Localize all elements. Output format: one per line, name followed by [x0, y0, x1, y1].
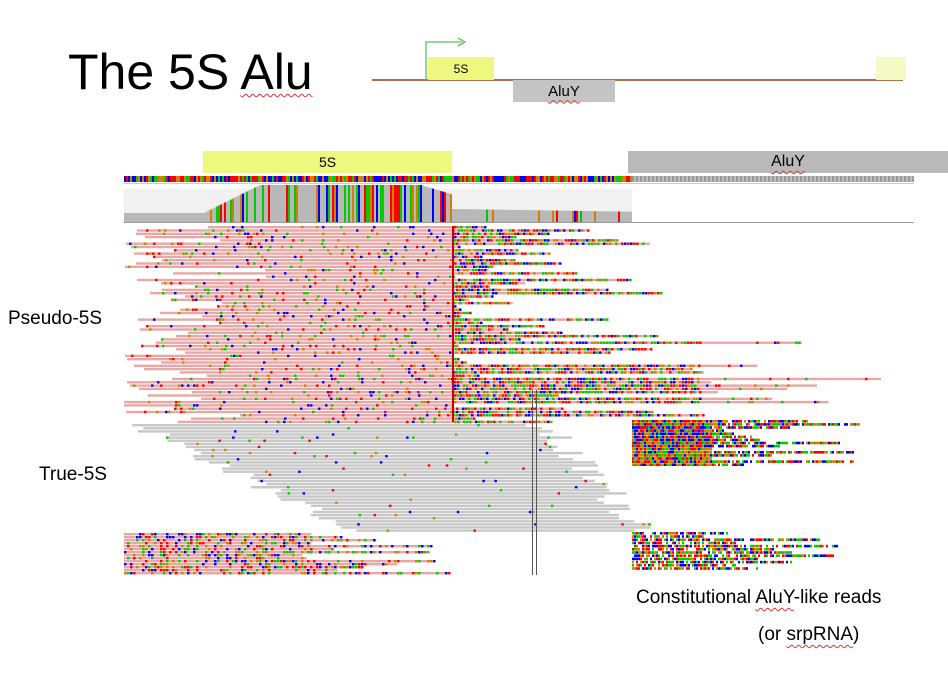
- track-aluy-label: AluY: [771, 153, 805, 170]
- schematic-aluy-label: AluY: [548, 82, 580, 100]
- track-5s-label: 5S: [318, 154, 337, 170]
- pseudo-5s-label: Pseudo-5S: [8, 308, 103, 329]
- five-s-end-line: [452, 226, 454, 422]
- schematic-5s-label: 5S: [453, 61, 469, 76]
- schematic-downstream-box: [876, 57, 906, 80]
- caption2-prefix: (or: [758, 624, 787, 645]
- guide-line-1: [532, 390, 533, 575]
- caption-line-2: (or srpRNA): [758, 624, 859, 646]
- true-5s-label: True-5S: [39, 464, 107, 485]
- reference-divider: [124, 183, 914, 184]
- caption-suffix: -like reads: [793, 587, 882, 608]
- caption-aluy-word: AluY: [755, 587, 794, 608]
- caption2-suffix: ): [853, 624, 860, 645]
- caption-srprna-word: srpRNA: [786, 624, 854, 645]
- coverage-baseline: [124, 222, 914, 223]
- caption-prefix: Constitutional: [636, 587, 756, 608]
- guide-line-2: [536, 390, 537, 575]
- coverage-track: [124, 189, 632, 223]
- caption-line-1: Constitutional AluY-like reads: [636, 587, 881, 609]
